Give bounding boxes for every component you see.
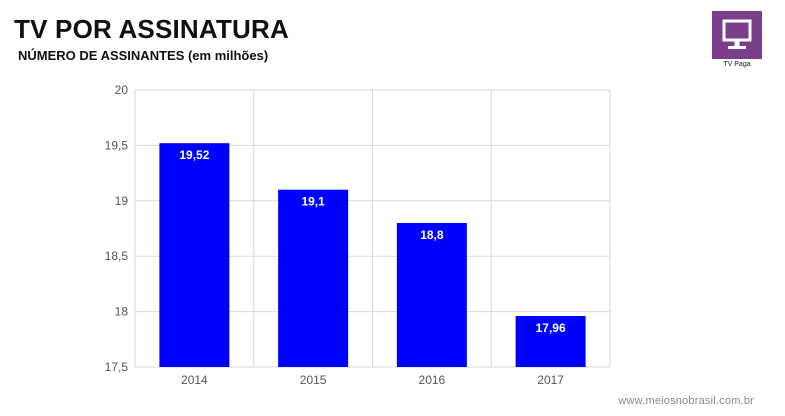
x-tick-label: 2016 — [419, 373, 446, 387]
x-tick-label: 2014 — [181, 373, 208, 387]
bar-value-label: 17,96 — [536, 321, 566, 335]
page-title: TV POR ASSINATURA — [14, 14, 289, 44]
bar-2016 — [396, 222, 467, 367]
bar-value-label: 19,1 — [301, 195, 325, 209]
bar-2015 — [278, 189, 349, 367]
chart-bars — [159, 143, 586, 367]
x-tick-label: 2017 — [537, 373, 564, 387]
bar-value-label: 19,52 — [179, 148, 209, 162]
bar-2017 — [515, 316, 586, 367]
chart-labels: 17,5 18 18,5 19 19,5 20 19,52 2014 19,1 2015 18,8 2… — [105, 83, 566, 387]
y-tick-label: 19,5 — [105, 138, 129, 152]
y-tick-label: 17,5 — [105, 360, 129, 374]
x-tick-label: 2015 — [300, 373, 327, 387]
bar-2014 — [159, 143, 230, 367]
chart-subtitle: NÚMERO DE ASSINANTES (em milhões) — [18, 48, 269, 63]
y-tick-label: 20 — [115, 83, 129, 97]
tv-monitor-icon — [722, 19, 752, 49]
y-tick-label: 19 — [115, 194, 129, 208]
y-tick-label: 18,5 — [105, 249, 129, 263]
source-watermark: www.meiosnobrasil.com.br — [618, 395, 754, 407]
tv-paga-badge — [712, 11, 762, 59]
bar-value-label: 18,8 — [420, 228, 444, 242]
y-tick-label: 18 — [115, 305, 129, 319]
badge-label: TV Paga — [723, 61, 751, 68]
